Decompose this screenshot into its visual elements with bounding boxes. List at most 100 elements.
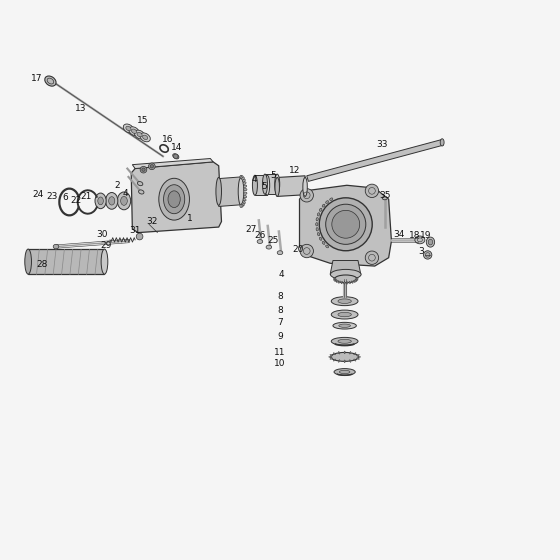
Text: 5: 5 [270, 171, 276, 180]
Ellipse shape [129, 127, 139, 136]
Ellipse shape [338, 299, 351, 304]
Text: 35: 35 [379, 191, 390, 200]
Ellipse shape [326, 200, 329, 203]
Ellipse shape [337, 281, 338, 282]
Ellipse shape [316, 218, 318, 221]
Text: 27: 27 [245, 225, 256, 234]
Text: 6: 6 [62, 193, 68, 202]
Ellipse shape [339, 355, 350, 359]
Ellipse shape [265, 175, 270, 195]
Ellipse shape [423, 251, 432, 259]
Ellipse shape [331, 352, 358, 361]
Text: 4: 4 [251, 175, 257, 184]
Text: 4: 4 [278, 270, 284, 279]
Ellipse shape [168, 191, 180, 208]
Ellipse shape [244, 195, 246, 198]
Ellipse shape [338, 312, 351, 317]
Circle shape [365, 251, 379, 264]
Ellipse shape [263, 174, 268, 194]
Ellipse shape [266, 245, 272, 249]
Ellipse shape [106, 193, 118, 209]
Ellipse shape [143, 135, 148, 139]
Circle shape [365, 184, 379, 198]
Ellipse shape [332, 337, 358, 345]
Ellipse shape [334, 279, 337, 281]
Polygon shape [300, 185, 391, 266]
Ellipse shape [440, 139, 444, 146]
Ellipse shape [25, 249, 31, 274]
Circle shape [148, 163, 155, 170]
Ellipse shape [382, 197, 388, 200]
Ellipse shape [98, 197, 104, 205]
Text: 8: 8 [277, 292, 283, 301]
Ellipse shape [357, 354, 360, 356]
Ellipse shape [253, 175, 258, 195]
Ellipse shape [164, 185, 185, 214]
Text: 11: 11 [274, 348, 286, 357]
Ellipse shape [330, 198, 333, 200]
Ellipse shape [242, 201, 245, 204]
Text: 12: 12 [290, 166, 301, 175]
Ellipse shape [138, 190, 144, 194]
Text: 2: 2 [114, 181, 120, 190]
Text: 9: 9 [277, 332, 283, 342]
Text: 25: 25 [268, 236, 279, 245]
Text: 16: 16 [162, 134, 174, 143]
Ellipse shape [172, 153, 179, 159]
Ellipse shape [242, 179, 245, 182]
Ellipse shape [275, 174, 280, 194]
Polygon shape [132, 158, 213, 169]
Ellipse shape [238, 178, 244, 206]
Ellipse shape [329, 356, 332, 357]
Ellipse shape [326, 245, 329, 248]
Ellipse shape [332, 310, 358, 319]
Text: 15: 15 [137, 115, 148, 124]
Ellipse shape [332, 211, 360, 238]
Ellipse shape [316, 223, 318, 226]
Ellipse shape [134, 130, 144, 139]
Ellipse shape [45, 76, 56, 86]
Text: 26: 26 [254, 231, 265, 240]
Circle shape [142, 168, 145, 171]
Text: 8: 8 [277, 306, 283, 315]
Ellipse shape [354, 353, 356, 355]
Text: 7: 7 [277, 319, 283, 328]
Ellipse shape [353, 281, 355, 282]
Ellipse shape [303, 178, 307, 197]
Ellipse shape [339, 324, 351, 328]
Ellipse shape [275, 178, 279, 197]
Text: 18: 18 [409, 231, 420, 240]
Circle shape [136, 233, 143, 240]
Ellipse shape [120, 197, 127, 206]
Polygon shape [219, 177, 241, 207]
Ellipse shape [244, 189, 247, 191]
Circle shape [150, 165, 153, 168]
Text: 4: 4 [123, 189, 128, 198]
Ellipse shape [357, 358, 360, 360]
Ellipse shape [333, 278, 336, 279]
Ellipse shape [240, 204, 242, 208]
Ellipse shape [257, 240, 263, 244]
Polygon shape [330, 260, 361, 274]
Ellipse shape [330, 358, 333, 360]
Ellipse shape [244, 192, 247, 194]
Circle shape [140, 166, 147, 173]
Ellipse shape [140, 133, 150, 142]
Ellipse shape [344, 360, 345, 363]
Ellipse shape [241, 176, 243, 179]
Ellipse shape [109, 197, 115, 205]
Ellipse shape [341, 281, 343, 284]
Text: 21: 21 [81, 192, 92, 201]
Circle shape [174, 154, 178, 158]
Ellipse shape [334, 368, 355, 375]
Ellipse shape [132, 129, 137, 133]
Polygon shape [265, 174, 277, 194]
Text: 32: 32 [146, 217, 157, 226]
Polygon shape [255, 175, 267, 195]
Ellipse shape [344, 281, 345, 284]
Ellipse shape [338, 360, 340, 362]
Ellipse shape [101, 249, 108, 274]
Ellipse shape [242, 177, 244, 180]
Text: 20: 20 [292, 245, 304, 254]
Ellipse shape [277, 251, 283, 255]
